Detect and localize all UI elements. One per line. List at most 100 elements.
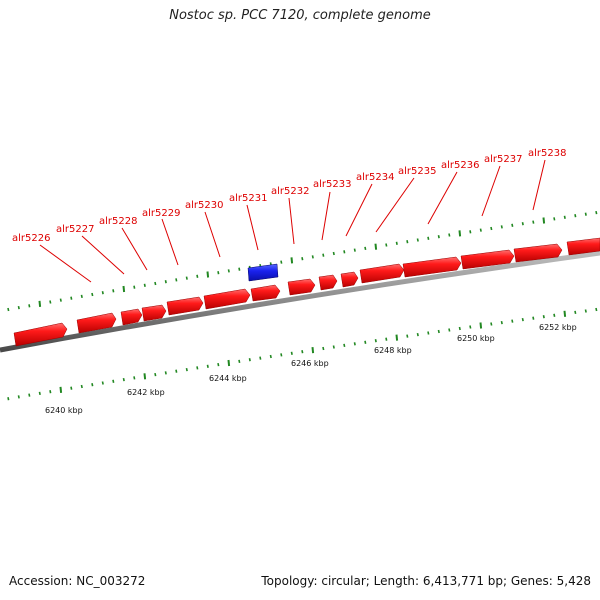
gene-arrow[interactable] — [513, 243, 563, 263]
gene-arrow[interactable] — [460, 249, 515, 270]
minor-tick — [154, 281, 157, 286]
major-tick — [542, 217, 546, 224]
gene-arrow[interactable] — [318, 274, 338, 291]
minor-tick — [133, 376, 136, 380]
minor-tick — [301, 350, 304, 354]
minor-tick — [374, 339, 377, 343]
genome-backbone — [0, 250, 600, 353]
gene-callout-lines — [39, 159, 546, 283]
minor-tick — [521, 317, 524, 322]
minor-tick — [206, 364, 209, 368]
minor-tick — [416, 332, 419, 337]
scale-label: 6242 kbp — [127, 388, 165, 397]
gene-arrow[interactable] — [120, 308, 143, 326]
gene-arrow[interactable] — [166, 296, 204, 316]
gene-labels: alr5226 alr5227 alr5228 alr5229 alr5230 … — [12, 148, 566, 244]
major-tick — [59, 386, 63, 393]
scale-label: 6240 kbp — [45, 406, 83, 415]
major-tick — [395, 334, 399, 341]
topology-text: Topology: circular; Length: 6,413,771 bp… — [261, 574, 591, 588]
major-tick — [227, 359, 231, 367]
accession-text: Accession: NC_003272 — [9, 574, 146, 588]
minor-tick — [91, 383, 94, 387]
minor-tick — [364, 340, 367, 344]
gene-label[interactable]: alr5236 — [441, 160, 479, 171]
gene-label[interactable]: alr5229 — [142, 208, 180, 219]
minor-tick — [17, 305, 20, 310]
gene-arrow[interactable] — [287, 278, 316, 296]
scale-labels: 6240 kbp 6242 kbp 6244 kbp 6246 kbp 6248… — [45, 323, 577, 415]
minor-tick — [143, 283, 146, 287]
minor-tick — [437, 235, 440, 239]
minor-tick — [322, 346, 325, 351]
minor-tick — [469, 325, 472, 329]
gene-label[interactable]: alr5232 — [271, 186, 309, 197]
minor-tick — [343, 250, 346, 254]
minor-tick — [59, 298, 62, 302]
gene-label[interactable]: alr5235 — [398, 166, 436, 177]
minor-tick — [353, 342, 356, 346]
gene-arrow[interactable] — [13, 322, 68, 347]
minor-tick — [112, 379, 115, 383]
minor-tick — [280, 353, 283, 357]
minor-tick — [154, 372, 157, 377]
gene-label[interactable]: alr5237 — [484, 154, 522, 165]
major-tick — [311, 347, 315, 354]
minor-tick — [301, 257, 304, 261]
minor-tick — [500, 225, 503, 229]
gene-label[interactable]: alr5230 — [185, 200, 223, 211]
minor-tick — [259, 356, 262, 360]
minor-tick — [511, 319, 514, 323]
minor-tick — [185, 276, 188, 280]
major-tick — [206, 271, 210, 278]
minor-tick — [542, 315, 545, 319]
gene-arrow[interactable] — [359, 263, 405, 284]
forward-genes — [13, 237, 600, 347]
gene-arrow[interactable] — [76, 312, 117, 334]
gene-arrow[interactable] — [566, 237, 600, 256]
minor-tick — [353, 248, 356, 252]
minor-tick — [595, 210, 598, 215]
minor-tick — [28, 393, 31, 397]
minor-tick — [427, 331, 430, 335]
major-tick — [458, 230, 462, 237]
minor-tick — [269, 354, 272, 359]
minor-tick — [28, 304, 31, 308]
gene-label[interactable]: alr5226 — [12, 233, 50, 244]
minor-tick — [133, 285, 136, 289]
minor-tick — [70, 296, 73, 300]
minor-tick — [406, 240, 409, 244]
gene-arrow[interactable] — [250, 284, 281, 302]
gene-arrow[interactable] — [340, 271, 359, 288]
gene-arrow[interactable] — [141, 304, 167, 322]
gene-label[interactable]: alr5234 — [356, 172, 394, 183]
minor-tick — [553, 217, 556, 221]
lower-tick-row — [7, 307, 598, 401]
gene-arrow[interactable] — [203, 288, 251, 310]
minor-tick — [185, 367, 188, 372]
minor-tick — [574, 310, 577, 315]
scale-label: 6248 kbp — [374, 346, 412, 355]
scale-label: 6246 kbp — [291, 359, 329, 368]
minor-tick — [17, 395, 20, 399]
minor-tick — [238, 267, 241, 271]
scale-label: 6252 kbp — [539, 323, 577, 332]
minor-tick — [448, 328, 451, 332]
gene-label[interactable]: alr5231 — [229, 193, 267, 204]
minor-tick — [91, 292, 94, 297]
minor-tick — [49, 390, 52, 394]
gene-label[interactable]: alr5233 — [313, 179, 351, 190]
minor-tick — [80, 384, 83, 389]
gene-label[interactable]: alr5238 — [528, 148, 566, 159]
gene-arrow[interactable] — [402, 256, 462, 278]
gene-label[interactable]: alr5227 — [56, 224, 94, 235]
minor-tick — [479, 228, 482, 232]
major-tick — [143, 373, 147, 380]
genome-title: Nostoc sp. PCC 7120, complete genome — [169, 8, 431, 23]
reverse-gene[interactable] — [247, 263, 279, 282]
minor-tick — [38, 391, 41, 396]
major-tick — [563, 310, 567, 317]
minor-tick — [175, 369, 178, 373]
gene-label[interactable]: alr5228 — [99, 216, 137, 227]
minor-tick — [500, 320, 503, 325]
